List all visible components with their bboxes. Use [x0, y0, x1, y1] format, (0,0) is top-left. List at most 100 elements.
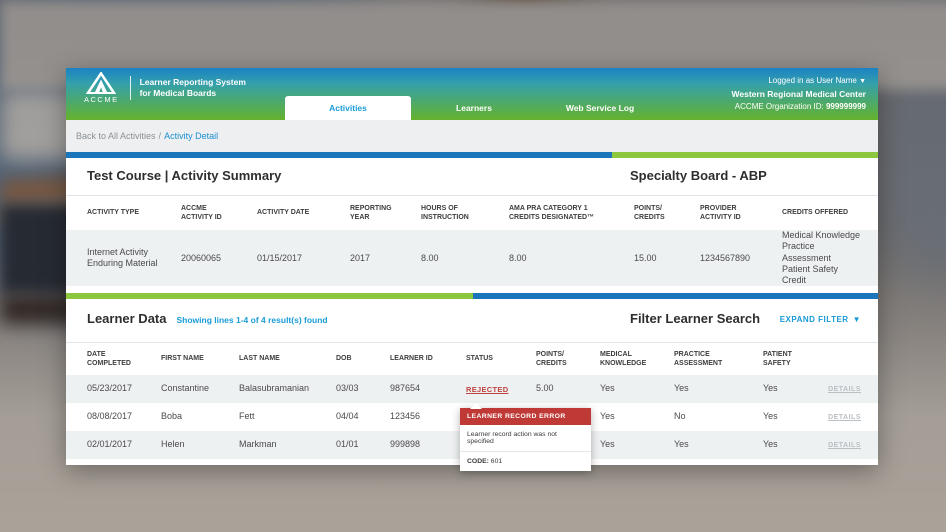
breadcrumb-current: Activity Detail [164, 131, 219, 141]
column-header: ACCME ACTIVITY ID [181, 204, 222, 221]
column-header: REPORTING YEAR [350, 204, 392, 221]
dob-cell: 01/01 [336, 439, 359, 450]
column-header: DOB [336, 355, 352, 363]
breadcrumb-separator: / [158, 131, 162, 141]
app-title: Learner Reporting System for Medical Boa… [139, 76, 246, 98]
patient-safety-cell: Yes [763, 411, 778, 422]
date-completed-cell: 08/08/2017 [87, 411, 133, 422]
first-name-cell: Boba [161, 411, 183, 422]
dob-cell: 04/04 [336, 411, 359, 422]
organization-name: Western Regional Medical Center [731, 88, 866, 99]
column-header: ACTIVITY TYPE [87, 209, 139, 217]
details-link[interactable]: DETAILS [828, 385, 861, 393]
accme-logo-text: ACCME [84, 95, 119, 104]
points-credits-cell: 5.00 [536, 383, 554, 394]
activity-summary-headings: Test Course | Activity Summary Specialty… [66, 158, 878, 196]
tooltip-code-label: CODE: [467, 458, 489, 465]
column-header: PATIENT SAFETY [763, 350, 792, 367]
app-header: ACCME Learner Reporting System for Medic… [66, 68, 878, 120]
tab-web-service-log[interactable]: Web Service Log [565, 103, 635, 113]
practice-assessment-cell: Yes [674, 383, 689, 394]
logged-in-menu[interactable]: Logged in as User Name ▼ [768, 76, 866, 85]
column-header: PRACTICE ASSESSMENT [674, 350, 723, 367]
learner-record-error-tooltip: LEARNER RECORD ERROR Learner record acti… [460, 403, 591, 471]
divider-blue-segment [472, 293, 878, 299]
tooltip-arrow-icon [470, 403, 482, 409]
last-name-cell: Fett [239, 411, 255, 422]
divider-green-segment [611, 152, 878, 158]
learner-title-wrap: Learner Data Showing lines 1-4 of 4 resu… [87, 311, 328, 326]
ama-pra-credits-cell: 8.00 [509, 252, 527, 263]
column-header: LEARNER ID [390, 355, 433, 363]
last-name-cell: Balasubramanian [239, 383, 310, 394]
breadcrumb: Back to All Activities / Activity Detail [66, 120, 878, 152]
column-header: STATUS [466, 355, 493, 363]
column-header: ACTIVITY DATE [257, 209, 310, 217]
tab-activities[interactable]: Activities [285, 96, 411, 120]
last-name-cell: Markman [239, 439, 277, 450]
tab-learners[interactable]: Learners [456, 103, 492, 113]
divider-bar-bottom [66, 293, 878, 299]
date-completed-cell: 05/23/2017 [87, 383, 133, 394]
divider-bar-top [66, 152, 878, 158]
learner-id-cell: 987654 [390, 383, 421, 394]
learner-table-header: DATE COMPLETED FIRST NAME LAST NAME DOB … [66, 343, 878, 375]
first-name-cell: Helen [161, 439, 185, 450]
learner-row: 05/23/2017 Constantine Balasubramanian 0… [66, 375, 878, 403]
brand-divider [129, 76, 131, 100]
org-id-value: 999999999 [825, 102, 866, 112]
tooltip-code: CODE: 601 [460, 452, 591, 471]
medical-knowledge-cell: Yes [600, 439, 615, 450]
user-info: Logged in as User Name ▼ Western Regiona… [732, 75, 866, 113]
date-completed-cell: 02/01/2017 [87, 439, 133, 450]
learner-row: 08/08/2017 Boba Fett 04/04 123456 Yes No… [66, 403, 878, 431]
medical-knowledge-cell: Yes [600, 383, 615, 394]
tooltip-code-value: 601 [490, 458, 503, 465]
column-header: FIRST NAME [161, 355, 204, 363]
divider-blue-segment [66, 152, 612, 158]
medical-knowledge-cell: Yes [600, 411, 615, 422]
column-header: HOURS OF INSTRUCTION [421, 204, 469, 221]
details-link[interactable]: DETAILS [828, 441, 861, 449]
column-header: POINTS/ CREDITS [536, 350, 567, 367]
accme-logo-icon: ACCME [84, 72, 119, 104]
tooltip-message: Learner record action was not specified [460, 425, 591, 452]
accme-activity-id-cell: 20060065 [181, 252, 222, 263]
chevron-down-icon: ▼ [852, 315, 861, 324]
specialty-board-title: Specialty Board - ABP [630, 168, 767, 183]
credits-offered-cell: Medical Knowledge Practice Assessment Pa… [782, 230, 861, 285]
patient-safety-cell: Yes [763, 439, 778, 450]
column-header: PROVIDER ACTIVITY ID [700, 204, 741, 221]
column-header: DATE COMPLETED [87, 350, 131, 367]
details-link[interactable]: DETAILS [828, 413, 861, 421]
activity-summary-title: Test Course | Activity Summary [87, 168, 282, 183]
learner-headings: Learner Data Showing lines 1-4 of 4 resu… [66, 299, 878, 343]
column-header: AMA PRA CATEGORY 1 CREDITS DESIGNATED™ [509, 204, 595, 221]
column-header: MEDICAL KNOWLEDGE [600, 350, 647, 367]
column-header: CREDITS OFFERED [782, 209, 849, 217]
column-header: LAST NAME [239, 355, 280, 363]
activity-table-header: ACTIVITY TYPE ACCME ACTIVITY ID ACTIVITY… [66, 196, 878, 230]
tooltip-title: LEARNER RECORD ERROR [460, 408, 591, 425]
points-credits-cell: 15.00 [634, 252, 657, 263]
status-rejected-link[interactable]: REJECTED [466, 384, 509, 394]
org-id: ACCME Organization ID: 999999999 [734, 102, 866, 112]
practice-assessment-cell: Yes [674, 439, 689, 450]
first-name-cell: Constantine [161, 383, 210, 394]
brand: ACCME Learner Reporting System for Medic… [84, 72, 246, 104]
tab-bar: Activities Learners Web Service Log [285, 96, 663, 120]
column-header: POINTS/ CREDITS [634, 204, 665, 221]
activity-table-row: Internet Activity Enduring Material 2006… [66, 230, 878, 287]
learner-id-cell: 123456 [390, 411, 421, 422]
learner-id-cell: 999898 [390, 439, 421, 450]
expand-filter-button[interactable]: EXPAND FILTER ▼ [779, 315, 861, 324]
result-summary: Showing lines 1-4 of 4 result(s) found [176, 315, 328, 325]
activity-type-cell: Internet Activity Enduring Material [87, 246, 158, 269]
dob-cell: 03/03 [336, 383, 359, 394]
breadcrumb-back-link[interactable]: Back to All Activities [76, 131, 156, 141]
patient-safety-cell: Yes [763, 383, 778, 394]
chevron-down-icon: ▼ [859, 78, 866, 85]
practice-assessment-cell: No [674, 411, 686, 422]
filter-learner-search-title: Filter Learner Search [630, 311, 761, 326]
learner-data-title: Learner Data [87, 311, 167, 326]
